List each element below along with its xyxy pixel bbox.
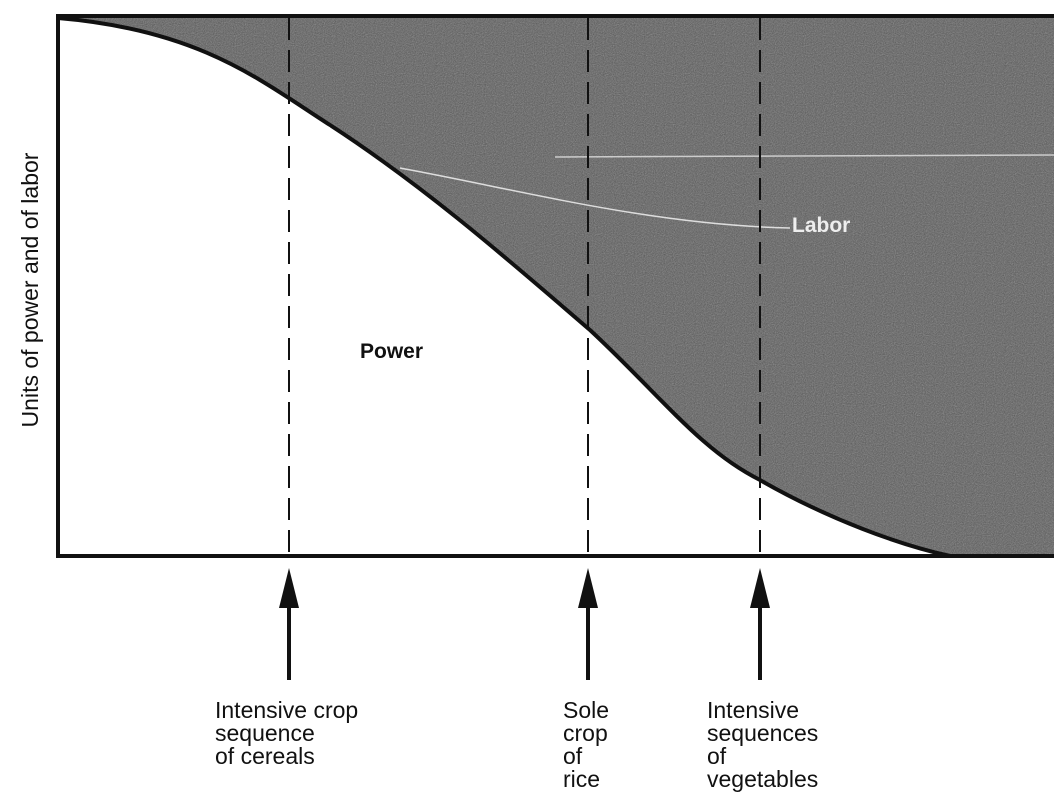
region-label: Labor (792, 214, 850, 237)
arrow (279, 568, 299, 680)
marker-label: sequences (707, 720, 818, 746)
axis-label: Units of power and of labor (17, 152, 43, 427)
arrow (578, 568, 598, 680)
marker-label: Intensive crop (215, 697, 358, 723)
faint-line (554, 154, 1054, 158)
marker-label: vegetables (707, 766, 818, 792)
marker-label: of (563, 743, 583, 769)
marker-label: Sole (563, 697, 609, 723)
marker-label: of (707, 743, 727, 769)
region-label: Power (360, 340, 423, 363)
marker-label: sequence (215, 720, 315, 746)
marker-label: crop (563, 720, 608, 746)
marker-label: Intensive (707, 697, 799, 723)
labor-area (58, 16, 1054, 556)
faint-line (399, 167, 791, 229)
marker-label: rice (563, 766, 600, 792)
arrow (750, 568, 770, 680)
boundary-curve (57, 16, 951, 558)
marker-label: of cereals (215, 743, 315, 769)
